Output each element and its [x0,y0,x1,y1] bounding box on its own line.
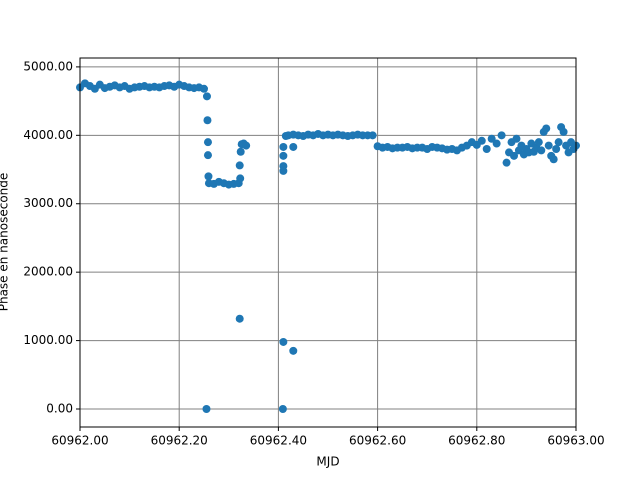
point [278,405,287,414]
y-axis-label: Phase en nanoseconde [0,173,11,312]
y-tick-label: 2000.00 [23,265,73,279]
point [289,142,298,151]
point [203,151,212,160]
point [497,131,506,140]
x-tick-label: 60962.40 [250,434,307,448]
y-tick-label: 0.00 [46,402,73,416]
point [554,138,563,147]
x-tick-label: 60963.00 [547,434,604,448]
point [200,84,208,93]
point [235,314,244,323]
point [236,147,245,156]
point [492,139,501,148]
point [235,161,244,170]
point [502,158,511,167]
point [477,136,486,145]
y-tick-label: 3000.00 [23,196,73,210]
x-tick-label: 60962.80 [448,434,505,448]
y-tick-label: 4000.00 [23,128,73,142]
point [279,162,288,171]
point [559,127,568,136]
point [544,141,553,150]
point [236,174,245,183]
point [537,146,546,155]
point [202,92,211,101]
point [203,116,212,125]
y-tick-label: 5000.00 [23,59,73,73]
point [368,131,377,140]
point [289,346,298,355]
y-tick-label: 1000.00 [23,333,73,347]
point [242,141,251,150]
point [534,138,543,147]
x-axis-label: MJD [316,455,339,469]
point [510,151,518,160]
x-tick-label: 60962.00 [51,434,108,448]
point [279,151,288,160]
x-tick-label: 60962.60 [349,434,406,448]
point [512,134,521,143]
point [202,405,211,414]
point [552,145,561,154]
x-tick-label: 60962.20 [151,434,208,448]
point [204,172,213,181]
point [487,134,496,143]
plot-frame [79,57,577,428]
point [549,155,558,164]
point [203,138,212,147]
point [279,142,288,151]
point [542,124,551,133]
point [279,337,288,346]
point [482,145,491,154]
